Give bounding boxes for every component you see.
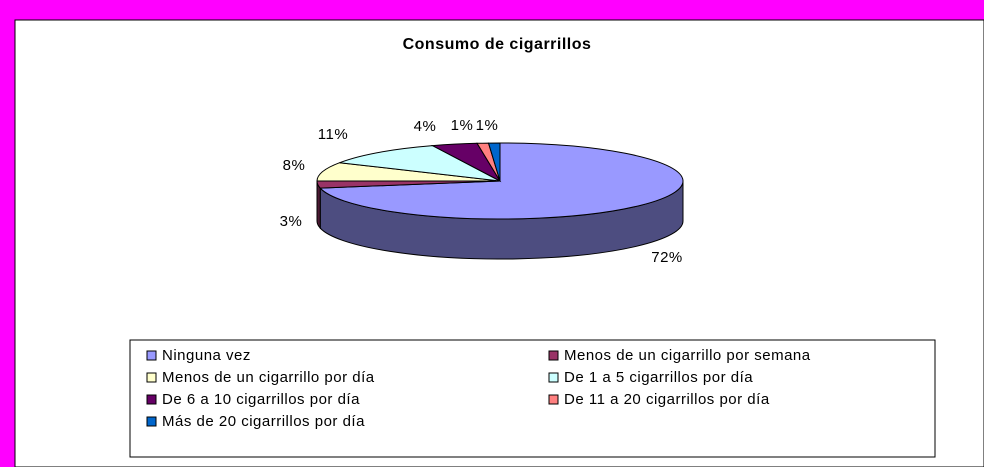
legend-swatch (146, 350, 157, 361)
legend-label: De 6 a 10 cigarrillos por día (162, 391, 360, 408)
slice (487, 142, 501, 182)
data-label: 11% (318, 126, 348, 143)
legend-label: De 1 a 5 cigarrillos por día (564, 369, 753, 386)
legend-label: Ninguna vez (162, 347, 251, 364)
slice (339, 145, 501, 182)
legend-label: Menos de un cigarrillo por semana (564, 347, 811, 364)
data-label: 1% (451, 117, 474, 134)
legend (129, 339, 936, 458)
legend-swatch (548, 350, 559, 361)
data-label: 3% (280, 213, 303, 230)
chart-title: Consumo de cigarrillos (403, 36, 592, 53)
legend-label: De 11 a 20 cigarrillos por día (564, 391, 770, 408)
legend-swatch (548, 394, 559, 405)
legend-swatch (146, 416, 157, 427)
legend-swatch (146, 372, 157, 383)
legend-swatch (146, 394, 157, 405)
slice (319, 142, 684, 220)
data-label: 72% (651, 249, 683, 266)
legend-label: Más de 20 cigarrillos por día (162, 413, 365, 430)
slice (316, 162, 501, 182)
data-label: 8% (283, 157, 306, 174)
data-label: 1% (476, 117, 499, 134)
legend-swatch (548, 372, 559, 383)
data-label: 4% (414, 118, 437, 135)
legend-label: Menos de un cigarrillo por día (162, 369, 375, 386)
